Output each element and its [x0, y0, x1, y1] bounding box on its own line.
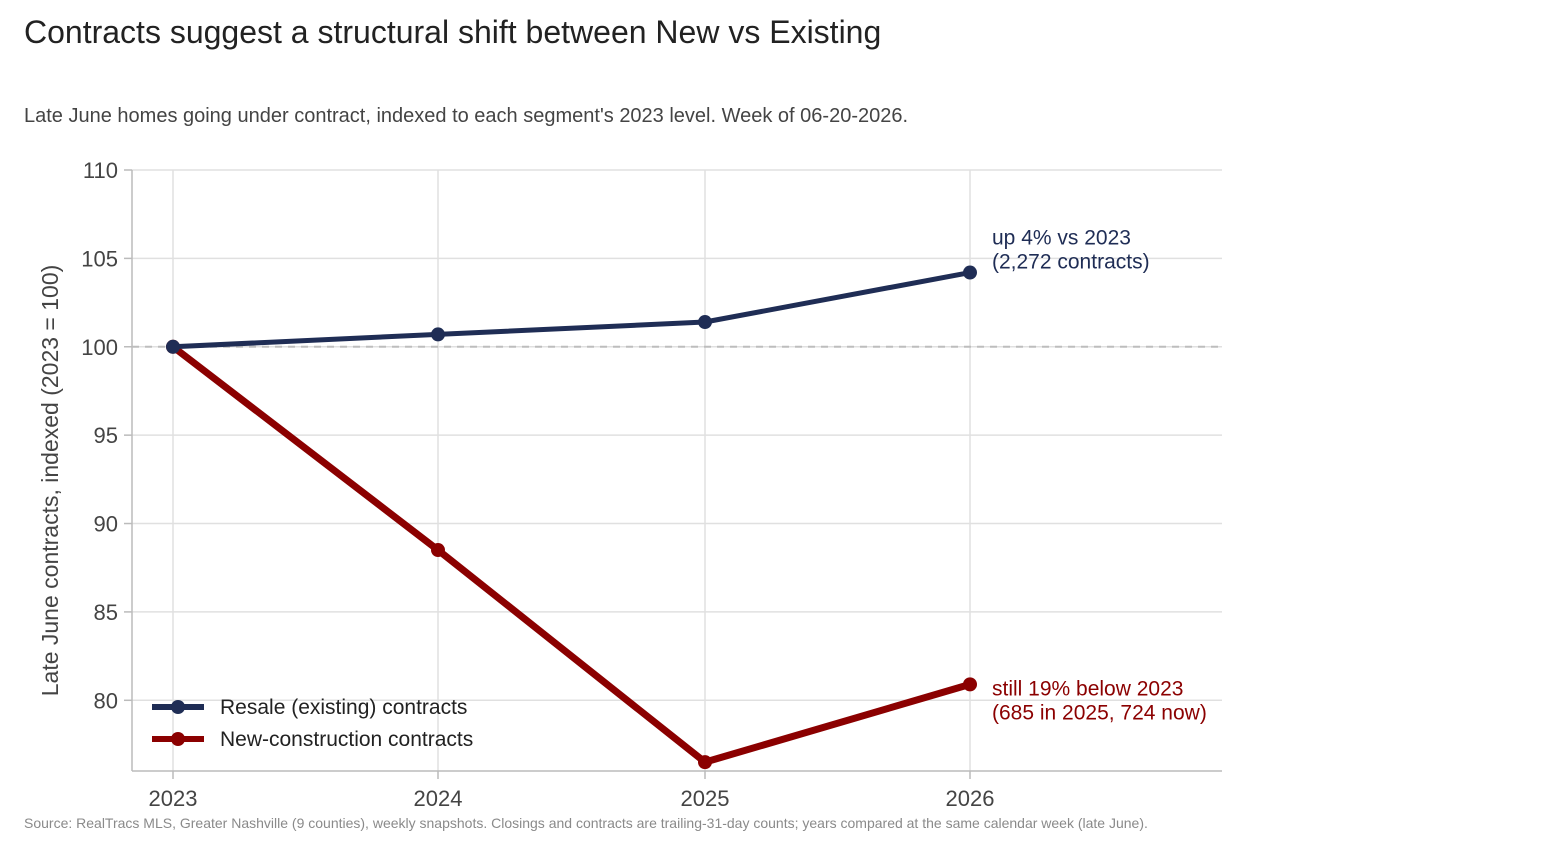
source-note: Source: RealTracs MLS, Greater Nashville… — [24, 815, 1148, 831]
legend-label: New-construction contracts — [220, 728, 473, 751]
chart-title: Contracts suggest a structural shift bet… — [24, 14, 882, 50]
x-tick-label: 2026 — [946, 786, 995, 811]
data-point — [166, 339, 180, 354]
data-point — [963, 677, 977, 692]
y-tick-label: 105 — [81, 246, 118, 271]
series-line-resale — [170, 270, 973, 350]
series-annotation: still 19% below 2023 (685 in 2025, 724 no… — [992, 677, 1207, 724]
y-tick-label: 100 — [81, 335, 118, 360]
legend-swatch-marker — [171, 732, 185, 746]
data-point — [963, 265, 977, 280]
annotation-line: up 4% vs 2023 — [992, 227, 1131, 250]
legend: Resale (existing) contracts New-construct… — [152, 696, 473, 751]
legend-swatch-marker — [171, 700, 185, 714]
data-point — [698, 315, 712, 330]
y-tick-label: 90 — [94, 512, 118, 537]
y-tick-label: 95 — [94, 423, 118, 448]
annotation-line: (2,272 contracts) — [992, 251, 1150, 274]
x-tick-label: 2025 — [681, 786, 730, 811]
y-tick-label: 80 — [94, 688, 118, 713]
annotation-line: (685 in 2025, 724 now) — [992, 701, 1207, 724]
legend-label: Resale (existing) contracts — [220, 696, 467, 719]
x-tick-label: 2023 — [149, 786, 198, 811]
series-annotation: up 4% vs 2023 (2,272 contracts) — [992, 227, 1150, 274]
chart-subtitle: Late June homes going under contract, in… — [24, 105, 909, 127]
x-tick-label: 2024 — [414, 786, 463, 811]
y-tick-label: 110 — [83, 158, 118, 183]
y-axis-label: Late June contracts, indexed (2023 = 100… — [37, 265, 63, 697]
data-point — [698, 755, 712, 770]
series-line-new-construction — [169, 343, 974, 766]
data-point — [431, 327, 445, 342]
y-tick-label: 85 — [94, 600, 118, 625]
data-point — [431, 543, 445, 558]
annotation-line: still 19% below 2023 — [992, 677, 1183, 700]
